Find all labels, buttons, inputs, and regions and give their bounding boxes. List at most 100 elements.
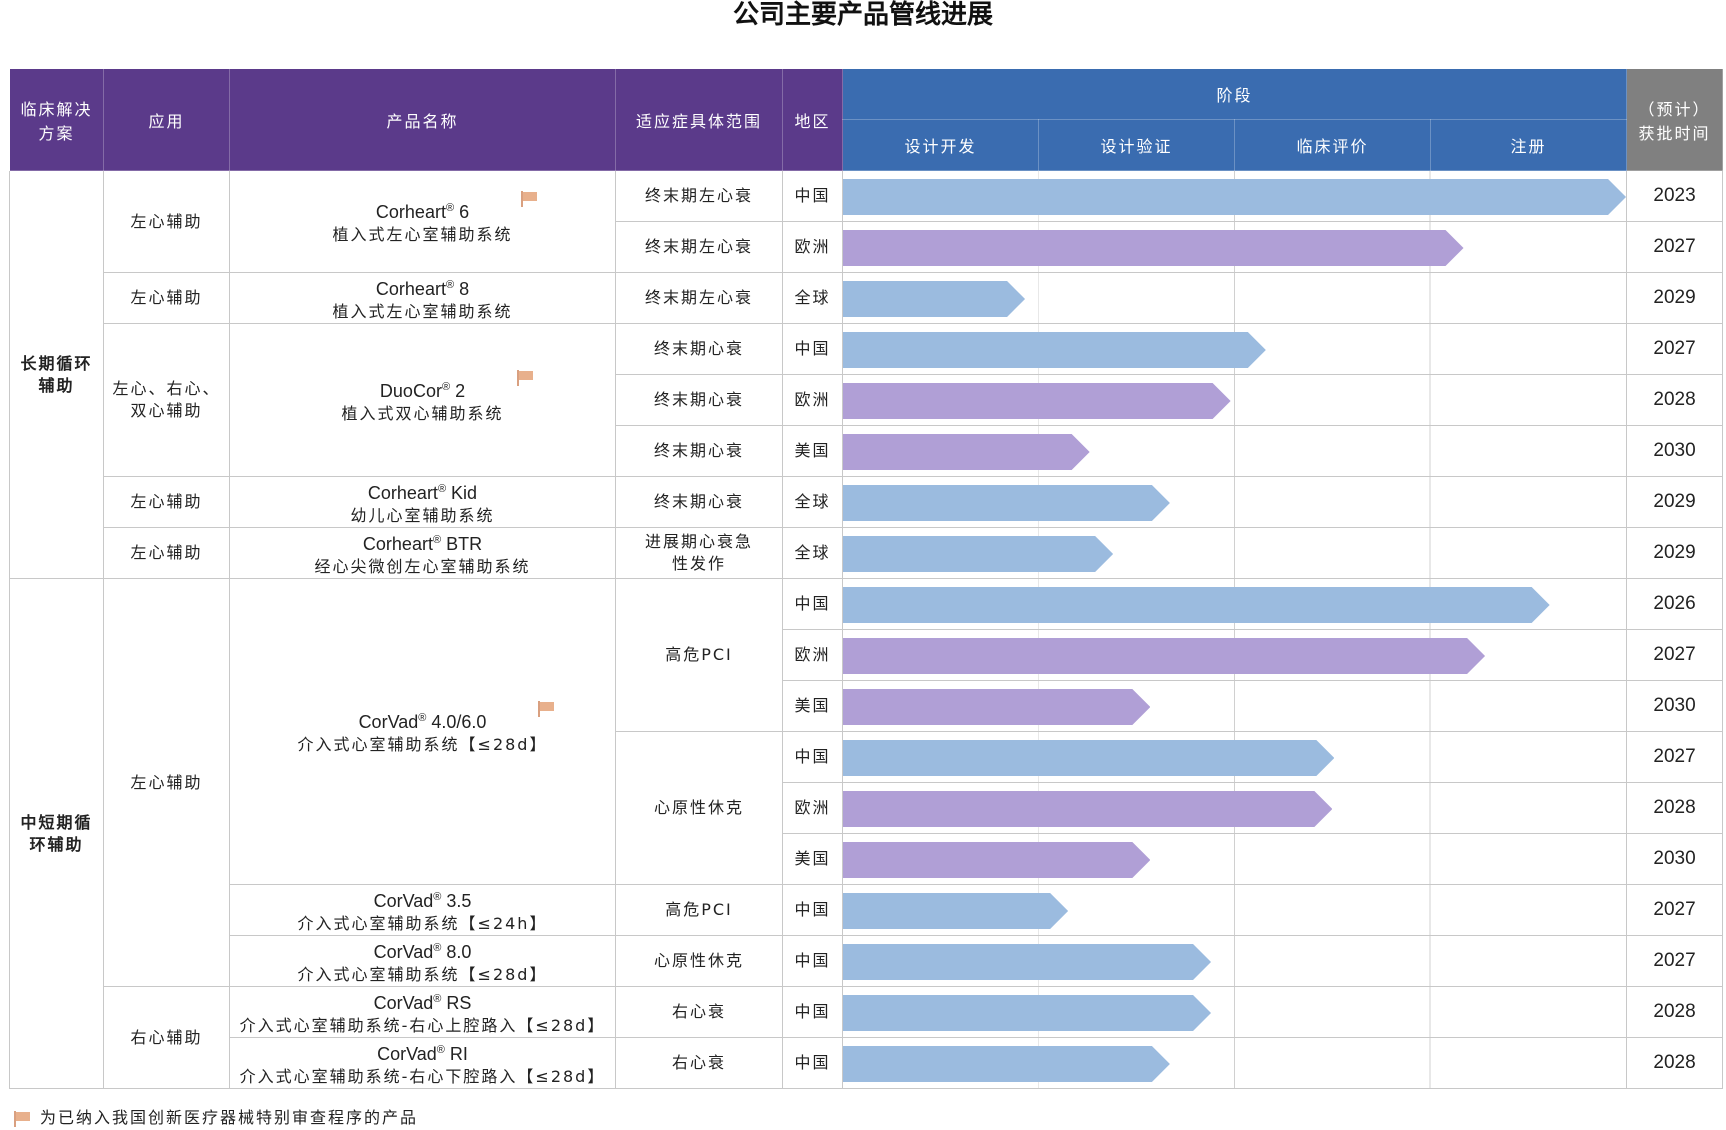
page-title: 公司主要产品管线进展 (732, 0, 993, 30)
table-row: CorVad® 8.0 介入式心室辅助系统【≤28d】 心原性休克 中国 2027 (10, 935, 1724, 987)
region-cell: 中国 (782, 731, 843, 783)
stage-cell (841, 986, 1628, 1038)
indication-cell: 高危PCI (615, 884, 783, 936)
region-cell: 欧洲 (782, 221, 843, 273)
region-cell: 中国 (782, 578, 843, 630)
registered-mark: ® (437, 482, 447, 495)
region-cell: 中国 (782, 884, 843, 936)
product-name: CorVad® 8.0 (374, 942, 472, 962)
stage-cell (841, 629, 1628, 681)
registered-mark: ® (418, 712, 427, 724)
header-approval: （预计）获批时间 (1626, 68, 1724, 171)
progress-arrow (843, 689, 1150, 725)
registered-mark: ® (445, 202, 455, 214)
progress-arrow (843, 893, 1068, 929)
product-cell: Corheart® 8 植入式左心室辅助系统 (229, 272, 616, 324)
table-row: 终末期心衰 欧洲 2028 (10, 374, 1724, 426)
product-name: CorVad® 4.0/6.0 (359, 712, 487, 732)
indication-cell: 右心衰 (615, 1037, 783, 1089)
application-cell: 左心、右心、双心辅助 (103, 323, 230, 477)
product-cell: Corheart® BTR 经心尖微创左心室辅助系统 (229, 527, 616, 579)
progress-arrow (843, 230, 1464, 266)
table-row: 终末期心衰 美国 2030 (10, 425, 1724, 477)
table-row: 左心辅助 Corheart® 8 植入式左心室辅助系统 终末期左心衰 全球 2029 (10, 272, 1724, 324)
registered-mark: ® (433, 941, 442, 954)
approval-year: 2029 (1626, 527, 1724, 579)
progress-arrow (843, 485, 1170, 521)
flag-icon (538, 701, 556, 717)
indication-cell: 终末期心衰 (615, 476, 783, 528)
product-description: 植入式双心辅助系统 (341, 403, 504, 423)
product-name: CorVad® RS (374, 993, 472, 1013)
table-row: 美国 2030 (10, 680, 1724, 732)
product-cell: CorVad® RI 介入式心室辅助系统-右心下腔路入【≤28d】 (229, 1037, 616, 1089)
header-stage: 阶段 (841, 68, 1628, 120)
region-cell: 全球 (782, 527, 843, 579)
stage-cell (841, 425, 1628, 477)
approval-year: 2027 (1626, 731, 1724, 783)
region-cell: 美国 (782, 680, 843, 732)
product-description: 植入式左心室辅助系统 (332, 301, 513, 321)
approval-year: 2029 (1626, 272, 1724, 324)
product-cell: CorVad® 4.0/6.0 介入式心室辅助系统【≤28d】 (229, 578, 616, 885)
product-brand: Corheart (367, 482, 438, 503)
stage-cell (841, 374, 1628, 426)
solution-cell: 长期循环辅助 (9, 170, 104, 579)
approval-year: 2027 (1626, 935, 1724, 987)
approval-year: 2027 (1626, 221, 1724, 273)
indication-cell: 心原性休克 (615, 935, 783, 987)
flag-icon (521, 191, 539, 207)
progress-arrow (843, 944, 1211, 980)
region-cell: 欧洲 (782, 374, 843, 426)
region-cell: 欧洲 (782, 629, 843, 681)
progress-arrow (843, 995, 1211, 1031)
stage-cell (841, 884, 1628, 936)
region-cell: 欧洲 (782, 782, 843, 834)
flag-icon (517, 369, 535, 386)
progress-arrow (843, 281, 1025, 317)
approval-year: 2029 (1626, 476, 1724, 528)
solution-cell: 中短期循环辅助 (9, 578, 104, 1089)
stage-cell (841, 221, 1628, 273)
stage-cell (841, 1037, 1628, 1089)
indication-cell: 终末期左心衰 (615, 221, 783, 273)
table-row: 中短期循环辅助 左心辅助 CorVad® 4.0/6.0 介入式心室辅助系统【≤28d… (9, 578, 1724, 1089)
table-row: 终末期左心衰 欧洲 2027 (10, 221, 1724, 273)
indication-cell: 高危PCI (615, 578, 783, 732)
product-model: 4.0/6.0 (426, 712, 487, 732)
product-brand: Corheart (375, 278, 446, 299)
table-row: 长期循环辅助 左心辅助 Corheart® 6 植入式左心室辅助系统 终末期左心衰 中国 2… (9, 170, 1724, 579)
region-cell: 全球 (782, 272, 843, 324)
indication-cell: 进展期心衰急性发作 (615, 527, 783, 579)
product-brand: Corheart (362, 533, 433, 554)
region-cell: 中国 (782, 935, 843, 987)
approval-year: 2027 (1626, 884, 1724, 936)
pipeline-table: 临床解决方案 应用 产品名称 适应症具体范围 地区 阶段 （预计）获批时间 设计… (9, 68, 1724, 1089)
indication-cell: 心原性休克 (615, 731, 783, 885)
product-model: 2 (450, 380, 466, 401)
product-name: CorVad® 3.5 (374, 891, 472, 911)
indication-cell: 右心衰 (615, 986, 783, 1038)
region-cell: 美国 (782, 425, 843, 477)
product-name: Corheart® BTR (363, 534, 482, 554)
stage-cell (841, 782, 1628, 834)
stage-cell (841, 833, 1628, 885)
stage-cell (841, 323, 1628, 375)
progress-arrow (843, 587, 1550, 623)
product-name: Corheart® Kid (368, 483, 477, 503)
region-cell: 中国 (782, 323, 843, 375)
registered-mark: ® (436, 1043, 445, 1056)
footnote-text: 为已纳入我国创新医疗器械特别审查程序的产品 (40, 1108, 419, 1127)
table-row: CorVad® RI 介入式心室辅助系统-右心下腔路入【≤28d】 右心衰 中国 202… (10, 1037, 1724, 1089)
stage-cell (841, 272, 1628, 324)
product-cell: CorVad® 8.0 介入式心室辅助系统【≤28d】 (229, 935, 616, 987)
product-description: 介入式心室辅助系统【≤24h】 (297, 913, 548, 933)
progress-arrow (843, 383, 1231, 419)
product-brand: CorVad (358, 712, 419, 732)
progress-arrow (843, 1046, 1170, 1082)
application-cell: 左心辅助 (103, 578, 230, 987)
registered-mark: ® (441, 380, 451, 393)
application-cell: 左心辅助 (103, 170, 230, 273)
product-model: 3.5 (441, 890, 472, 911)
footnote: 为已纳入我国创新医疗器械特别审查程序的产品 (14, 1108, 418, 1128)
